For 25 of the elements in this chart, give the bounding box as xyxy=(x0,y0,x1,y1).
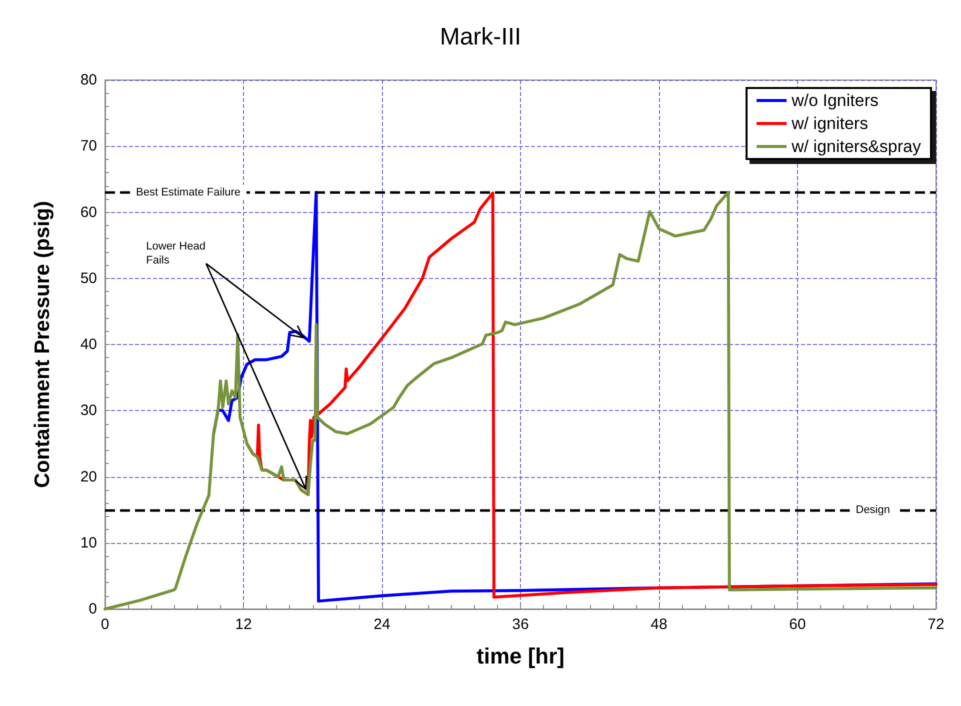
legend-label: w/ igniters&spray xyxy=(790,137,922,156)
y-tick-label: 70 xyxy=(80,138,97,155)
y-tick-label: 80 xyxy=(80,72,97,88)
ref-line-label: Best Estimate Failure xyxy=(136,186,241,198)
x-tick-label: 24 xyxy=(374,616,390,633)
annotation: Lower Head Fails xyxy=(146,240,209,267)
legend-label: w/o Igniters xyxy=(790,91,879,110)
x-tick-label: 72 xyxy=(928,616,944,633)
y-tick-label: 60 xyxy=(80,204,97,221)
x-tick-label: 0 xyxy=(100,616,110,633)
x-axis-title: time [hr] xyxy=(476,644,564,668)
y-tick-label: 10 xyxy=(80,534,97,552)
y-tick-label: 40 xyxy=(80,336,97,353)
y-tick-label: 50 xyxy=(80,270,97,287)
x-tick-label: 36 xyxy=(512,616,529,633)
y-tick-label: 0 xyxy=(88,600,97,618)
legend-label: w/ igniters xyxy=(790,114,868,133)
x-tick-label: 60 xyxy=(789,616,806,633)
y-tick-label: 30 xyxy=(80,402,97,420)
x-tick-label: 48 xyxy=(650,616,668,633)
x-tick-label: 12 xyxy=(235,616,252,633)
y-tick-label: 20 xyxy=(80,468,97,486)
ref-line-label: Design xyxy=(856,504,890,516)
y-axis-title: Containment Pressure (psig) xyxy=(31,200,54,488)
chart-title: Mark-III xyxy=(440,24,522,50)
